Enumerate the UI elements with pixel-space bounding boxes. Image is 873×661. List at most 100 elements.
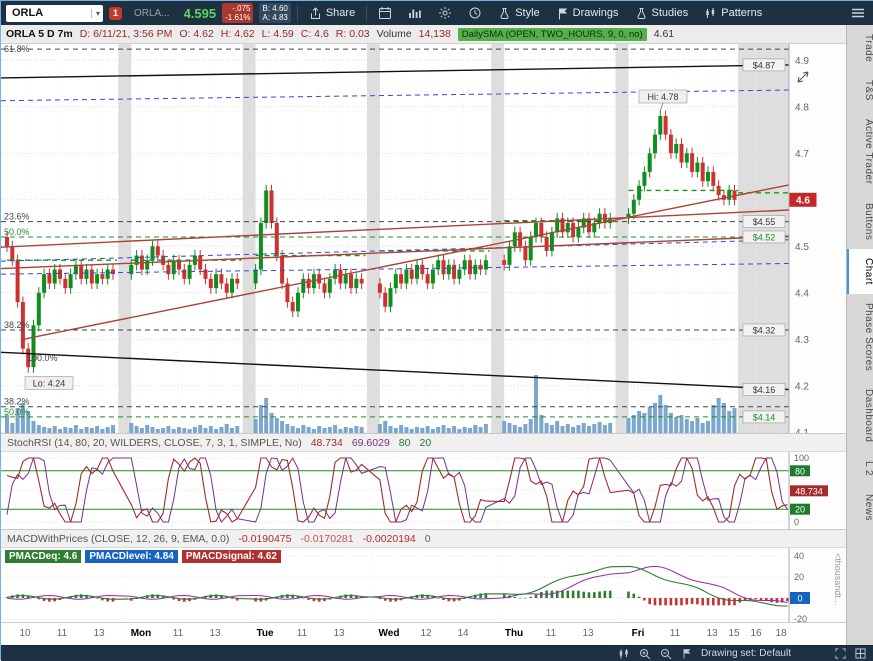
ohlc-range: R: 0.03 — [335, 28, 370, 40]
stoch-panel[interactable]: 100 0 80 20 48.734 — [1, 452, 846, 529]
sidebar-tab-trade[interactable]: Trade — [863, 34, 873, 63]
x-axis-label: 13 — [333, 628, 345, 639]
svg-text:48.734: 48.734 — [795, 486, 823, 496]
symbol-input[interactable]: ORLA ▾ — [6, 4, 103, 22]
x-axis-label: 13 — [582, 628, 594, 639]
top-toolbar: ORLA ▾ 1 ORLA... 4.595 -.075 -1.61% B: 4… — [1, 1, 873, 25]
svg-text:50.0%: 50.0% — [4, 407, 30, 417]
svg-text:$4.52: $4.52 — [753, 232, 776, 242]
main-price-chart[interactable]: 61.8% $4.87 $4.55 23.6% $4.52 50.0% $4.32 38.2%… — [1, 44, 846, 433]
sidebar-tab-l-2[interactable]: L 2 — [863, 460, 873, 476]
bar-chart-icon — [408, 6, 422, 20]
x-axis-label: 15 — [728, 628, 740, 639]
svg-text:50.0%: 50.0% — [4, 227, 30, 237]
sidebar-tab-phase-scores[interactable]: Phase Scores — [863, 303, 873, 372]
svg-text:0: 0 — [797, 594, 802, 604]
ohlc-high: H: 4.62 — [220, 28, 255, 40]
stoch-k-line — [6, 457, 788, 523]
svg-text:4.4: 4.4 — [795, 288, 809, 299]
sidebar-tab-news[interactable]: News — [863, 493, 873, 521]
x-axis-label: 11 — [56, 628, 68, 639]
last-price: 4.595 — [183, 5, 217, 21]
svg-text:4.1: 4.1 — [795, 428, 809, 433]
stoch-oversold: 20 — [419, 436, 432, 449]
stoch-value-k: 48.734 — [310, 436, 343, 449]
svg-text:23.6%: 23.6% — [4, 212, 30, 222]
zoom-out-icon[interactable] — [660, 648, 672, 660]
ohlc-open: O: 4.62 — [179, 28, 214, 40]
sidebar-tab-chart[interactable]: Chart — [847, 249, 873, 295]
stoch-overbought: 80 — [398, 436, 411, 449]
svg-text:20: 20 — [794, 572, 804, 582]
stoch-title: StochRSI (14, 80, 20, WILDERS, CLOSE, 7,… — [7, 436, 302, 449]
pmacdsignal-badge: PMACDsignal: 4.62 — [181, 550, 281, 563]
grid-layout-icon[interactable] — [855, 648, 866, 659]
x-axis-label: Mon — [130, 628, 152, 639]
toolbar-divider — [366, 5, 368, 21]
x-axis-label: 11 — [545, 628, 557, 639]
x-axis-label: Wed — [378, 628, 400, 639]
time-axis[interactable]: 10 11 13 Mon 11 13 Tue 11 13 Wed 12 14 Thu 11 13 Fri 11 1… — [1, 622, 846, 646]
axis-unit-label: <thousandt... — [833, 553, 843, 606]
share-button[interactable]: Share — [304, 1, 360, 25]
ohlc-datetime: D: 6/11/21, 3:56 PM — [79, 28, 173, 40]
sma-value: 4.61 — [653, 28, 675, 40]
chart-mode-icon[interactable] — [618, 648, 630, 660]
beaker-icon — [635, 7, 648, 20]
sidebar-tab-t-s[interactable]: T&S — [863, 80, 873, 102]
ohlc-low: L: 4.59 — [261, 28, 294, 40]
drawing-flag-icon[interactable] — [681, 648, 692, 659]
sidebar-tab-buttons[interactable]: Buttons — [863, 202, 873, 241]
x-axis-label: 12 — [420, 628, 432, 639]
x-axis-label: 10 — [19, 628, 31, 639]
settings-button[interactable] — [433, 1, 457, 25]
svg-text:4.5: 4.5 — [795, 242, 809, 253]
x-axis-label: 16 — [750, 628, 762, 639]
x-axis-label: Thu — [504, 628, 524, 639]
x-axis-label: 11 — [172, 628, 184, 639]
macd-header[interactable]: MACDWithPrices (CLOSE, 12, 26, 9, EMA, 0… — [1, 529, 846, 548]
drawings-label: Drawings — [572, 7, 619, 19]
svg-text:-20: -20 — [794, 614, 807, 622]
studies-button[interactable]: Studies — [630, 1, 694, 25]
chart-symbol-timeframe: ORLA 5 D 7m — [6, 28, 73, 40]
calendar-icon — [378, 6, 392, 20]
sma-study-chip[interactable]: DailySMA (OPEN, TWO_HOURS, 9, 0, no) — [457, 27, 647, 41]
sidebar-tab-active-trader[interactable]: Active Trader — [863, 119, 873, 185]
svg-text:$4.32: $4.32 — [753, 325, 776, 335]
alert-badge[interactable]: 1 — [109, 6, 122, 20]
symbol-tab[interactable]: ORLA... — [134, 7, 170, 19]
sidebar-tab-dashboard[interactable]: Dashboard — [863, 389, 873, 443]
svg-text:61.8%: 61.8% — [4, 44, 30, 54]
svg-text:20: 20 — [795, 505, 805, 515]
svg-text:40: 40 — [794, 551, 804, 561]
drawing-set-label[interactable]: Drawing set: Default — [700, 648, 791, 659]
zoom-in-icon[interactable] — [639, 648, 651, 660]
change-value: -.075 — [232, 4, 251, 13]
time-button[interactable] — [463, 1, 487, 25]
style-button[interactable]: Style — [493, 1, 544, 25]
x-axis-label: 13 — [706, 628, 718, 639]
symbol-text: ORLA — [12, 7, 44, 19]
svg-text:$4.16: $4.16 — [753, 385, 776, 395]
candlestick-series — [5, 110, 737, 373]
x-axis-label: Tue — [256, 628, 274, 639]
expand-icon[interactable] — [835, 648, 846, 659]
status-bar: Drawing set: Default — [1, 645, 873, 661]
price-axis[interactable]: 4.94.84.74.64.54.44.34.24.14.6 — [788, 44, 846, 433]
clock-icon — [468, 6, 482, 20]
svg-text:Hi: 4.78: Hi: 4.78 — [647, 92, 678, 102]
flask-icon — [498, 7, 511, 20]
menu-button[interactable] — [847, 1, 869, 25]
stoch-header[interactable]: StochRSI (14, 80, 20, WILDERS, CLOSE, 7,… — [1, 433, 846, 452]
patterns-button[interactable]: Patterns — [699, 1, 767, 25]
svg-text:4.9: 4.9 — [795, 56, 809, 67]
drawings-button[interactable]: Drawings — [551, 1, 624, 25]
chevron-down-icon[interactable]: ▾ — [90, 8, 100, 18]
macd-zero: 0 — [424, 532, 431, 545]
x-axis-label: 13 — [93, 628, 105, 639]
macd-value: -0.0190475 — [238, 532, 292, 545]
chart-type-button[interactable] — [403, 1, 427, 25]
share-label: Share — [325, 7, 356, 19]
calendar-button[interactable] — [373, 1, 397, 25]
